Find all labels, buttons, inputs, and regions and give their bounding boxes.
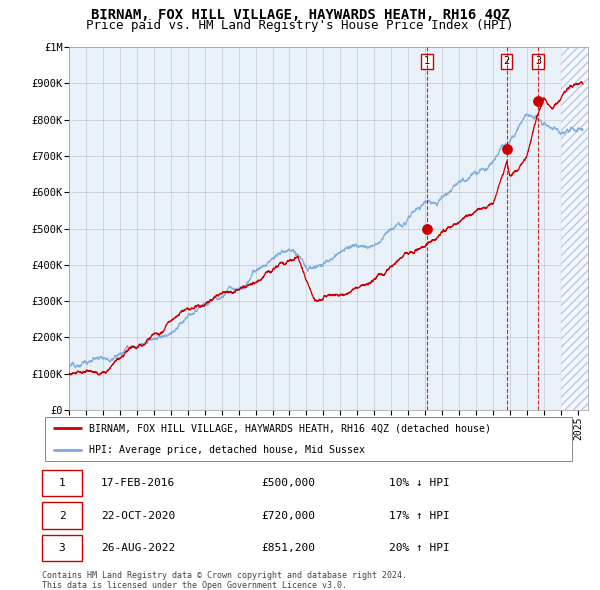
- Point: [422, 224, 432, 234]
- Text: 1: 1: [59, 478, 65, 488]
- FancyBboxPatch shape: [42, 470, 82, 496]
- FancyBboxPatch shape: [42, 535, 82, 561]
- Bar: [561, 47, 588, 410]
- Text: £720,000: £720,000: [261, 511, 315, 520]
- Text: HPI: Average price, detached house, Mid Sussex: HPI: Average price, detached house, Mid …: [89, 445, 365, 455]
- Text: 17% ↑ HPI: 17% ↑ HPI: [389, 511, 450, 520]
- Text: 10% ↓ HPI: 10% ↓ HPI: [389, 478, 450, 488]
- FancyBboxPatch shape: [42, 503, 82, 529]
- Text: 3: 3: [535, 56, 541, 66]
- Text: 1: 1: [424, 56, 430, 66]
- Point: [502, 144, 512, 153]
- Text: 2: 2: [59, 511, 65, 520]
- FancyBboxPatch shape: [44, 417, 572, 461]
- Text: BIRNAM, FOX HILL VILLAGE, HAYWARDS HEATH, RH16 4QZ (detached house): BIRNAM, FOX HILL VILLAGE, HAYWARDS HEATH…: [89, 423, 491, 433]
- Text: 17-FEB-2016: 17-FEB-2016: [101, 478, 175, 488]
- Text: BIRNAM, FOX HILL VILLAGE, HAYWARDS HEATH, RH16 4QZ: BIRNAM, FOX HILL VILLAGE, HAYWARDS HEATH…: [91, 8, 509, 22]
- Text: 22-OCT-2020: 22-OCT-2020: [101, 511, 175, 520]
- Bar: [561, 47, 588, 410]
- Text: Contains HM Land Registry data © Crown copyright and database right 2024.
This d: Contains HM Land Registry data © Crown c…: [42, 571, 407, 590]
- Text: £500,000: £500,000: [261, 478, 315, 488]
- Text: Price paid vs. HM Land Registry's House Price Index (HPI): Price paid vs. HM Land Registry's House …: [86, 19, 514, 32]
- Text: 26-AUG-2022: 26-AUG-2022: [101, 543, 175, 553]
- Text: 2: 2: [503, 56, 510, 66]
- Text: £851,200: £851,200: [261, 543, 315, 553]
- Text: 3: 3: [59, 543, 65, 553]
- Point: [533, 97, 543, 106]
- Text: 20% ↑ HPI: 20% ↑ HPI: [389, 543, 450, 553]
